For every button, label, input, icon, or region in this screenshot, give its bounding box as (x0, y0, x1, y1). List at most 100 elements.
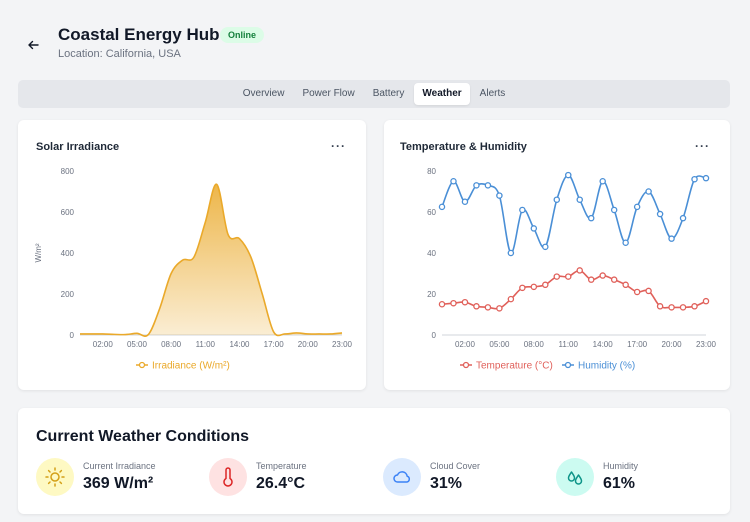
temperature-point (668, 304, 675, 311)
irradiance-line (80, 183, 343, 337)
y-axis-label: W/m² (34, 243, 43, 262)
x-tick-label: 23:00 (696, 340, 717, 349)
arrow-left-icon (28, 40, 39, 50)
temperature-point (702, 297, 710, 305)
y-tick-label: 200 (61, 290, 75, 299)
x-tick-label: 02:00 (93, 340, 114, 349)
irradiance-area (80, 184, 342, 337)
stat-temperature: Temperature 26.4°C (209, 458, 379, 498)
legend-label: Humidity (%) (578, 361, 635, 372)
stat-value: 31% (430, 475, 463, 492)
humidity-point (565, 171, 572, 179)
temperature-point (622, 281, 629, 289)
x-tick-label: 14:00 (229, 340, 250, 349)
temperature-line (441, 269, 707, 310)
temperature-point (633, 288, 641, 296)
thermometer-icon (209, 458, 247, 496)
temperature-point (484, 304, 492, 311)
x-tick-label: 20:00 (662, 340, 683, 349)
droplets-icon (556, 458, 594, 496)
temperature-point (610, 276, 618, 283)
y-tick-label: 0 (70, 331, 75, 340)
humidity-point (553, 196, 561, 203)
more-options-button[interactable]: ··· (331, 139, 346, 153)
temperature-humidity-card: Temperature & Humidity ··· 0 20 40 60 80 02:0… (384, 120, 730, 390)
humidity-point (542, 243, 549, 251)
stat-humidity: Humidity 61% (556, 458, 726, 498)
back-button[interactable] (24, 36, 42, 54)
x-tick-label: 23:00 (332, 340, 353, 349)
humidity-point (519, 206, 526, 214)
humidity-point (450, 178, 457, 185)
humidity-point (438, 203, 446, 211)
temperature-point (576, 267, 583, 274)
sun-icon (36, 458, 74, 496)
y-tick-label: 60 (427, 208, 436, 217)
card-title: Solar Irradiance (36, 141, 120, 153)
stat-label: Humidity (603, 461, 639, 471)
temperature-point (691, 303, 698, 310)
irradiance-chart: 0 200 400 600 800 02:00 05:00 08:00 11:00 14:00 17… (34, 167, 353, 372)
humidity-point (622, 239, 629, 247)
tab-power-flow[interactable]: Power Flow (302, 88, 355, 99)
humidity-point (645, 188, 652, 195)
stat-label: Cloud Cover (430, 461, 481, 471)
x-tick-label: 08:00 (524, 340, 545, 349)
temperature-point (530, 283, 538, 291)
temperature-point (553, 273, 561, 280)
humidity-point (702, 174, 710, 182)
humidity-point (679, 214, 687, 222)
humidity-point (484, 182, 492, 189)
legend-label: Temperature (°C) (476, 361, 553, 372)
stat-irradiance: Current Irradiance 369 W/m² (36, 458, 206, 498)
humidity-point (461, 198, 469, 206)
x-tick-label: 11:00 (196, 340, 216, 349)
temperature-point (438, 300, 446, 308)
x-tick-label: 05:00 (127, 340, 148, 349)
temperature-point (679, 304, 687, 311)
temperature-point (656, 303, 664, 310)
more-options-button[interactable]: ··· (695, 139, 710, 153)
temperature-point (496, 305, 503, 312)
tab-alerts[interactable]: Alerts (479, 88, 506, 99)
location-text: Location: California, USA (58, 48, 181, 60)
temperature-point (587, 276, 595, 283)
current-conditions-card: Current Weather Conditions Current Irrad… (18, 408, 730, 514)
tab-battery[interactable]: Battery (372, 88, 405, 99)
temperature-point (507, 295, 515, 303)
x-tick-label: 02:00 (455, 340, 476, 349)
temperature-point (599, 272, 606, 279)
humidity-point (599, 178, 606, 185)
tab-weather[interactable]: Weather (414, 83, 470, 105)
temperature-point (461, 298, 469, 306)
x-tick-label: 20:00 (298, 340, 319, 349)
y-tick-label: 40 (427, 249, 436, 258)
status-badge: Online (220, 27, 265, 43)
temperature-humidity-chart: 0 20 40 60 80 02:00 05:00 08:00 11:00 14:00 17:00 2… (427, 167, 717, 372)
humidity-point (656, 210, 664, 218)
temperature-point (565, 273, 572, 280)
x-tick-label: 08:00 (161, 340, 182, 349)
x-tick-label: 11:00 (559, 340, 579, 349)
temperature-point (645, 287, 652, 295)
page-title: Coastal Energy Hub (58, 25, 220, 44)
y-tick-label: 0 (432, 331, 437, 340)
humidity-point (473, 182, 480, 189)
temperature-point (519, 284, 526, 292)
humidity-point (530, 225, 538, 232)
x-tick-label: 14:00 (593, 340, 614, 349)
temperature-point (542, 281, 549, 289)
humidity-line (441, 174, 707, 254)
x-tick-label: 17:00 (264, 340, 285, 349)
humidity-point (633, 203, 641, 211)
humidity-point (507, 249, 515, 257)
humidity-point (587, 214, 595, 222)
y-tick-label: 600 (61, 208, 75, 217)
y-tick-label: 400 (61, 249, 75, 258)
legend-label: Irradiance (W/m²) (152, 361, 230, 372)
tab-overview[interactable]: Overview (242, 88, 285, 99)
humidity-point (496, 192, 503, 199)
y-tick-label: 20 (427, 290, 436, 299)
legend-marker (462, 361, 470, 369)
x-tick-label: 17:00 (627, 340, 648, 349)
